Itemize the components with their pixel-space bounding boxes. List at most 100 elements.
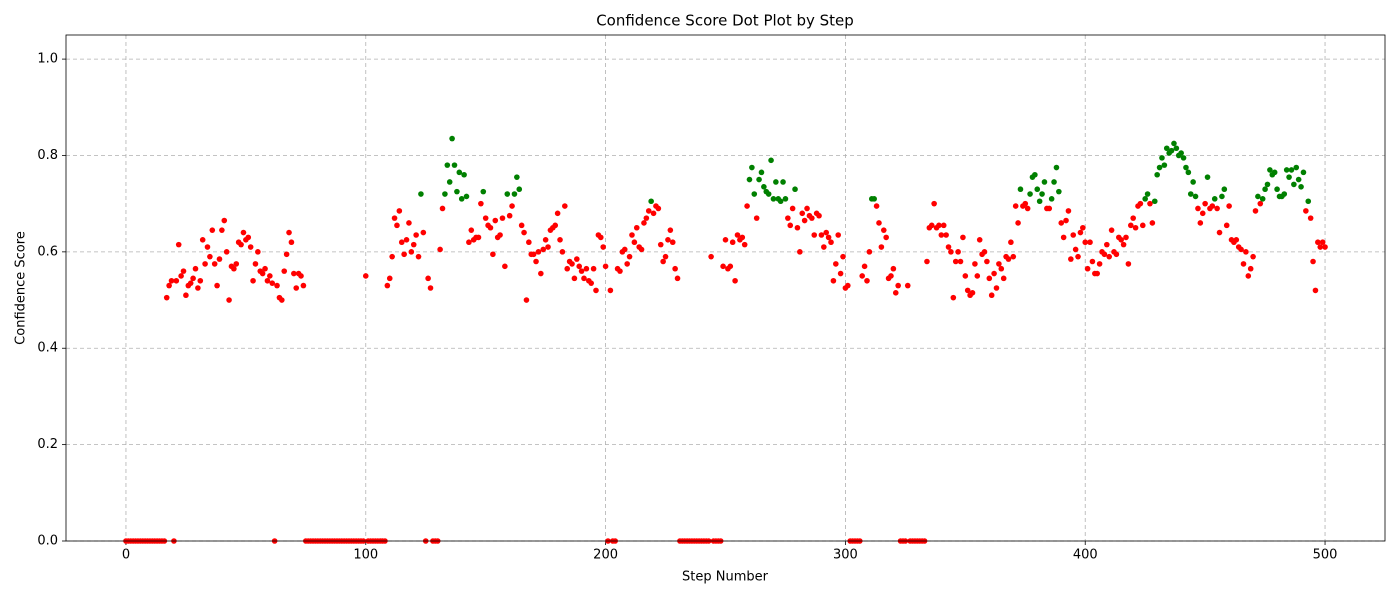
dot	[1322, 244, 1328, 250]
dot	[1010, 253, 1017, 260]
dot	[466, 239, 472, 246]
dot	[981, 249, 988, 255]
dot	[955, 249, 961, 255]
dot	[444, 162, 451, 168]
dot	[1063, 217, 1069, 224]
dot	[799, 210, 806, 217]
dot	[1221, 186, 1228, 193]
dot	[984, 258, 990, 265]
dot	[559, 249, 566, 255]
dot	[590, 265, 597, 272]
dot	[1173, 145, 1180, 152]
dot	[475, 234, 482, 241]
dot	[576, 263, 583, 270]
dot	[1094, 270, 1101, 277]
dot	[871, 196, 877, 202]
dot	[166, 282, 172, 289]
dot	[1053, 164, 1060, 171]
dot	[672, 265, 678, 272]
dot	[1245, 273, 1252, 279]
dot	[964, 287, 971, 294]
dot	[499, 215, 506, 221]
dot	[1084, 265, 1091, 272]
dot	[986, 275, 993, 282]
dot	[1288, 167, 1295, 173]
dot	[600, 244, 606, 250]
dot	[880, 227, 887, 233]
dot	[1271, 169, 1278, 176]
dot	[631, 239, 638, 246]
dot	[638, 246, 645, 253]
x-tick-label: 400	[1073, 548, 1098, 563]
dot	[1032, 171, 1038, 178]
y-tick-label: 0.8	[37, 148, 58, 163]
dot	[288, 239, 295, 246]
dot	[231, 265, 237, 272]
dot	[633, 224, 640, 231]
dot	[523, 297, 530, 303]
dot	[542, 237, 549, 243]
dot	[300, 282, 307, 289]
dot	[1192, 193, 1199, 200]
dot	[660, 258, 666, 265]
dot	[463, 193, 470, 200]
dot	[398, 239, 405, 246]
dot	[931, 200, 937, 207]
dot	[1209, 203, 1216, 209]
dot	[1238, 246, 1244, 253]
dot	[624, 261, 630, 267]
dot	[1161, 162, 1168, 168]
dot	[1180, 155, 1187, 161]
dot	[998, 265, 1005, 272]
dot	[1159, 155, 1165, 161]
dot	[530, 251, 537, 258]
dot	[1226, 203, 1232, 209]
dot	[446, 179, 453, 185]
dot	[1017, 186, 1024, 193]
dot	[1132, 224, 1139, 231]
dot	[569, 261, 575, 267]
dot	[1310, 258, 1316, 265]
dot	[729, 239, 736, 246]
dot	[904, 282, 911, 289]
dot	[809, 215, 815, 221]
dot	[873, 203, 880, 209]
dot	[581, 275, 587, 282]
dot	[1027, 191, 1033, 197]
dot	[427, 285, 434, 291]
dot	[1000, 275, 1007, 282]
dot	[734, 232, 741, 238]
dot	[425, 275, 431, 282]
y-tick-label: 1.0	[37, 52, 58, 67]
dot	[195, 285, 201, 291]
dot	[449, 135, 455, 142]
dot	[811, 232, 818, 238]
x-tick-label: 100	[353, 548, 378, 563]
dot	[830, 277, 837, 284]
dot	[389, 253, 395, 260]
dot	[267, 273, 273, 279]
dot	[1298, 184, 1304, 190]
dot	[969, 290, 976, 296]
dot	[1163, 145, 1170, 152]
dot	[746, 176, 753, 183]
dot	[1142, 196, 1148, 202]
dot	[988, 292, 995, 299]
dot	[1051, 179, 1057, 185]
dot	[607, 287, 614, 294]
dot	[878, 244, 885, 250]
dot	[936, 222, 942, 229]
dot	[410, 241, 417, 248]
dot	[1259, 196, 1266, 202]
dot	[1305, 198, 1312, 205]
dot	[1286, 174, 1292, 180]
y-tick-label: 0.4	[37, 341, 58, 356]
dot	[708, 253, 714, 260]
dot	[835, 232, 842, 238]
dot	[1008, 239, 1014, 246]
dot	[744, 203, 750, 209]
dot	[226, 297, 232, 303]
dot	[643, 215, 650, 221]
dot	[864, 277, 870, 284]
dot	[214, 282, 220, 289]
